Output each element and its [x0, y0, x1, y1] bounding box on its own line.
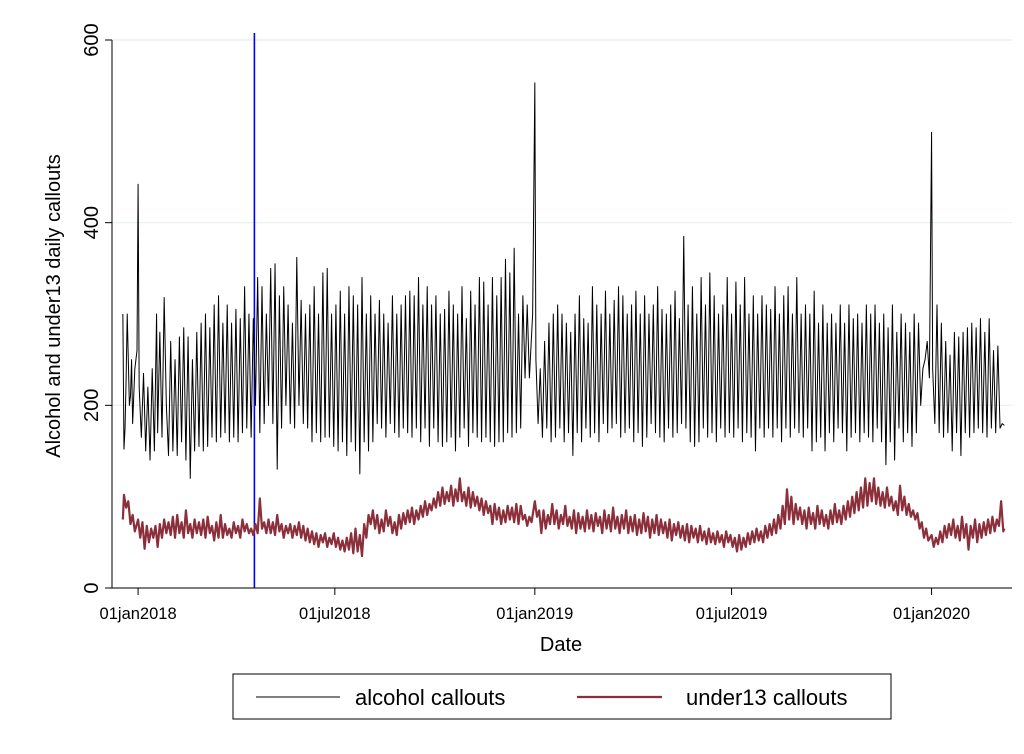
axes — [111, 40, 1012, 589]
y-tick-label: 200 — [81, 389, 103, 422]
y-axis-label: Alcohol and under13 daily callouts — [43, 154, 65, 458]
x-tick-label: 01jan2020 — [893, 605, 970, 623]
x-axis-label: Date — [540, 634, 582, 656]
x-tick-label: 01jul2019 — [696, 605, 768, 623]
x-tick-label: 01jan2018 — [100, 605, 177, 623]
legend-label: alcohol callouts — [355, 685, 505, 710]
legend-box — [232, 673, 892, 720]
legend-label: under13 callouts — [686, 685, 847, 710]
series-layer — [121, 82, 1006, 558]
series-line-under13 — [121, 477, 1006, 558]
y-tick-label: 400 — [81, 206, 103, 239]
legend: alcohol callouts under13 callouts — [232, 673, 892, 720]
x-axis-ticks: 01jan2018 01jul2018 01jan2019 01jul2019 01ja… — [100, 588, 970, 623]
y-tick-label: 600 — [81, 23, 103, 56]
y-axis-ticks: 0 200 400 600 — [81, 23, 112, 594]
y-tick-label: 0 — [81, 582, 103, 593]
x-tick-label: 01jul2018 — [299, 605, 371, 623]
series-line-alcohol — [122, 82, 1005, 479]
x-tick-label: 01jan2019 — [496, 605, 573, 623]
